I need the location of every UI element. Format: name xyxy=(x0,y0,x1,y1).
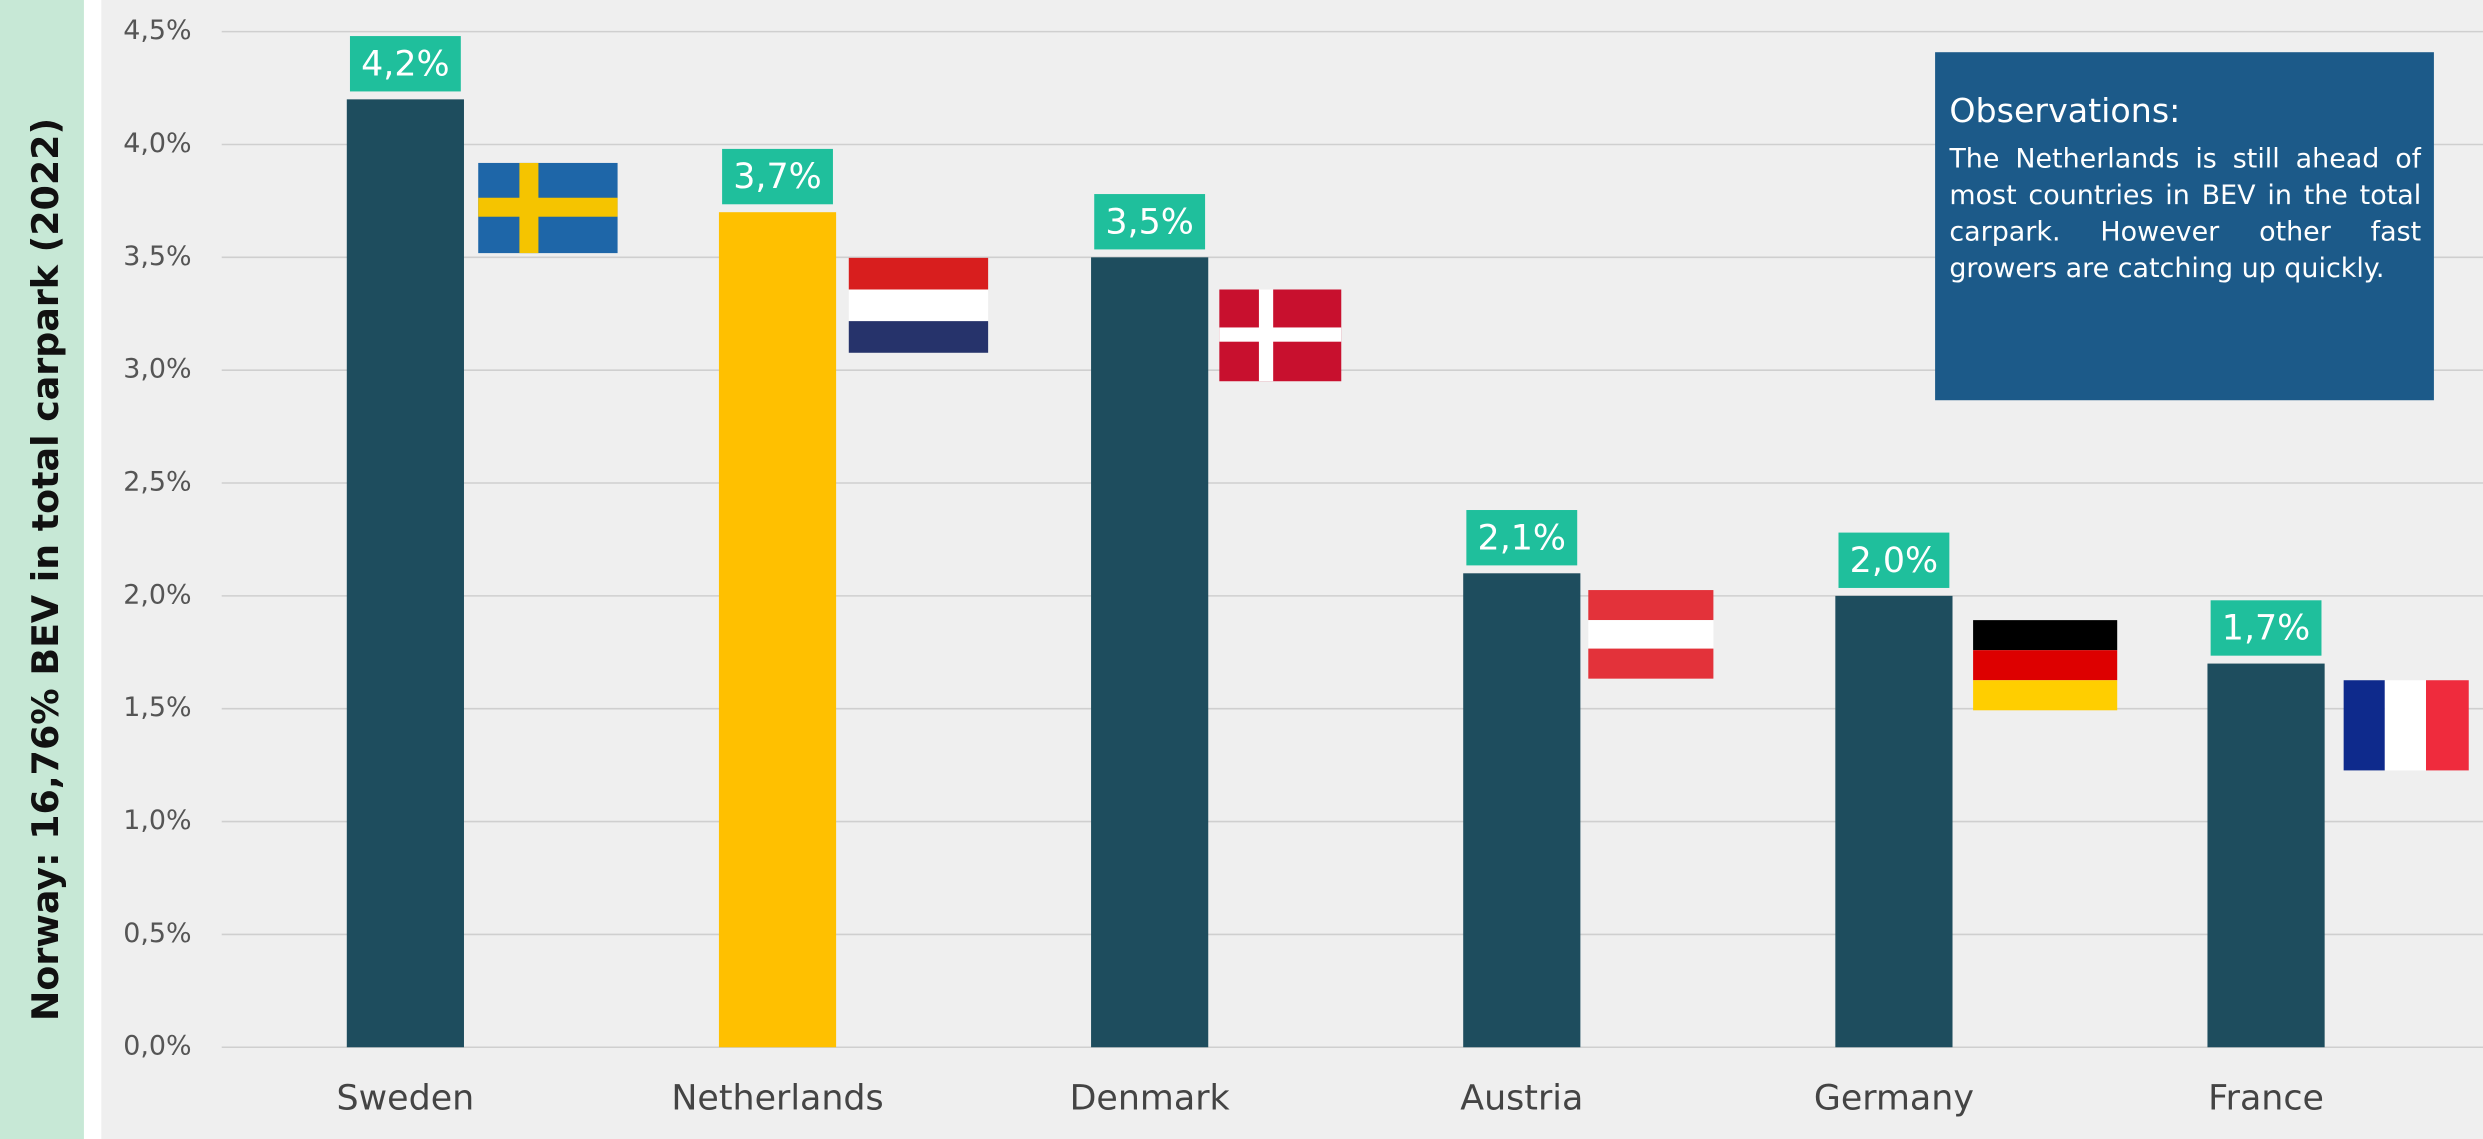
bar xyxy=(2207,663,2325,1048)
value-label: 3,7% xyxy=(733,157,821,197)
annotation-content: Observations: The Netherlands is still a… xyxy=(1949,92,2421,288)
y-tick-label: 0,0% xyxy=(123,1031,191,1062)
y-tick-label: 2,5% xyxy=(123,467,191,498)
flag-germany xyxy=(1973,620,2118,711)
value-label: 3,5% xyxy=(1105,202,1193,242)
bars: Sweden 4,2% Netherlands 3,7% Denmark 3,5% Aust… xyxy=(337,36,2325,1118)
y-tick-label: 1,0% xyxy=(123,805,191,836)
flag-france xyxy=(2343,680,2469,771)
value-label-box xyxy=(1094,194,1206,250)
y-tick-label: 4,0% xyxy=(123,128,191,159)
x-tick-label: France xyxy=(2208,1078,2324,1118)
value-label-box xyxy=(2210,600,2322,656)
flag-denmark xyxy=(1219,289,1342,382)
side-label: Norway: 16,76% BEV in total carpark (202… xyxy=(24,118,67,1021)
bar xyxy=(346,99,464,1048)
annotation-text: The Netherlands is still ahead of most c… xyxy=(1949,143,2422,285)
value-label-box xyxy=(1466,510,1578,566)
x-tick-label: Austria xyxy=(1460,1078,1583,1118)
annotation: Observations: The Netherlands is still a… xyxy=(1949,92,2421,288)
y-tick-label: 2,0% xyxy=(123,579,191,610)
y-tick-label: 1,5% xyxy=(123,692,191,723)
annotation-title: Observations: xyxy=(1949,91,2181,130)
y-tick-label: 3,5% xyxy=(123,241,191,272)
flag-netherlands xyxy=(848,257,989,353)
value-label-box xyxy=(722,148,833,205)
value-label: 2,0% xyxy=(1850,541,1938,581)
x-tick-label: Netherlands xyxy=(671,1078,883,1118)
value-label: 2,1% xyxy=(1478,518,1566,558)
value-label: 1,7% xyxy=(2222,609,2310,649)
bar xyxy=(1091,257,1209,1048)
flag-sweden xyxy=(478,162,618,254)
side-band xyxy=(0,0,84,1139)
y-tick-label: 0,5% xyxy=(123,918,191,949)
value-label-box xyxy=(1838,532,1950,588)
y-tick-label: 3,0% xyxy=(123,354,191,385)
bar xyxy=(1835,595,1953,1048)
flag-austria xyxy=(1588,590,1714,679)
y-tick-label: 4,5% xyxy=(123,15,191,46)
value-label: 4,2% xyxy=(361,44,449,84)
x-tick-label: Denmark xyxy=(1070,1078,1231,1118)
x-tick-label: Germany xyxy=(1814,1078,1974,1118)
annotation-box xyxy=(1935,52,2434,401)
value-label-box xyxy=(349,36,461,92)
x-tick-label: Sweden xyxy=(337,1078,475,1118)
bar xyxy=(1463,573,1581,1048)
bar xyxy=(718,212,837,1048)
